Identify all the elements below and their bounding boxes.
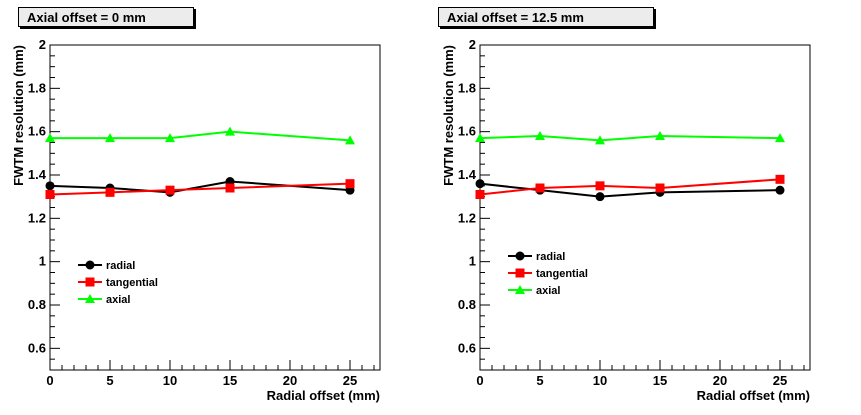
x-tick-label: 10 [163, 373, 177, 388]
x-tick-label: 0 [46, 373, 53, 388]
point-tangential [225, 183, 235, 193]
x-tick-label: 20 [713, 373, 727, 388]
point-axial [475, 133, 485, 143]
legend-label-tangential: tangential [106, 277, 158, 289]
legend-marker-tangential [515, 268, 525, 278]
point-axial [655, 131, 665, 140]
point-axial [165, 133, 175, 143]
point-tangential [45, 190, 55, 199]
chart-left: 0 5 10 15 20 25 0.6 0.8 1 1.2 1.4 1.6 1.8 2 Radial off… [11, 37, 381, 403]
point-tangential [105, 187, 115, 197]
x-axis-label: Radial offset (mm) [267, 388, 380, 403]
legend-label-radial: radial [106, 260, 135, 272]
x-tick-label: 15 [223, 373, 237, 388]
legend-marker-tangential [85, 277, 95, 287]
point-axial [595, 135, 605, 145]
legend-marker-radial [85, 260, 95, 270]
series-axial [45, 126, 355, 145]
y-tick-label: 1 [469, 254, 476, 269]
x-tick-label: 15 [653, 373, 667, 388]
point-tangential [655, 183, 665, 193]
point-axial [345, 135, 355, 145]
y-tick-label: 1.2 [28, 210, 46, 225]
point-axial [105, 133, 115, 143]
x-tick-label: 5 [536, 373, 543, 388]
point-radial [45, 181, 55, 191]
y-tick-label: 1 [39, 254, 46, 269]
y-tick-label: 1.6 [458, 124, 476, 139]
point-axial [225, 126, 235, 136]
x-axis-label: Radial offset (mm) [697, 388, 810, 403]
line-radial [49, 180, 351, 194]
legend: radial tangential axial [508, 251, 588, 297]
x-tick-label: 5 [106, 373, 113, 388]
series-axial [475, 131, 785, 145]
legend-label-axial: axial [106, 294, 130, 306]
plot-frame [479, 44, 811, 371]
y-axis-label: FWTM resolution (mm) [11, 45, 26, 186]
point-radial [775, 185, 785, 195]
y-tick-label: 1.2 [458, 210, 476, 225]
legend-label-tangential: tangential [536, 268, 588, 280]
point-tangential [475, 190, 485, 199]
point-axial [775, 133, 785, 143]
y-tick-label: 0.8 [28, 297, 46, 312]
y-tick-label: 2 [39, 37, 46, 52]
series-tangential [475, 174, 785, 199]
point-tangential [775, 174, 785, 184]
line-tangential [49, 182, 351, 196]
series-tangential [45, 179, 355, 199]
legend-label-radial: radial [536, 251, 565, 263]
point-tangential [165, 185, 175, 195]
point-radial [475, 179, 485, 189]
chart-title-right: Axial offset = 12.5 mm [438, 7, 654, 27]
y-tick-label: 1.6 [28, 124, 46, 139]
y-tick-label: 1.4 [28, 167, 47, 182]
line-tangential [479, 178, 781, 196]
y-tick-label: 0.6 [28, 340, 46, 355]
x-tick-label: 20 [283, 373, 297, 388]
legend-marker-axial [515, 285, 525, 294]
line-axial [479, 134, 781, 142]
y-tick-label: 0.8 [458, 297, 476, 312]
line-axial [50, 130, 351, 142]
y-tick-label: 1.8 [28, 80, 46, 95]
point-tangential [595, 181, 605, 191]
legend-marker-radial [515, 251, 525, 261]
x-tick-label: 0 [476, 373, 483, 388]
point-radial [595, 192, 605, 202]
y-tick-label: 2 [469, 37, 476, 52]
y-tick-label: 0.6 [458, 340, 476, 355]
y-tick-label: 1.4 [458, 167, 477, 182]
point-tangential [535, 183, 545, 193]
y-axis-label: FWTM resolution (mm) [441, 45, 456, 186]
point-axial [45, 133, 55, 143]
point-tangential [345, 179, 355, 189]
x-tick-label: 25 [773, 373, 787, 388]
legend-label-axial: axial [536, 285, 560, 297]
legend-marker-axial [85, 294, 95, 303]
point-axial [535, 131, 545, 140]
x-tick-label: 25 [343, 373, 357, 388]
plot-frame [49, 44, 381, 371]
chart-right: 0 5 10 15 20 25 0.6 0.8 1 1.2 1.4 1.6 1.8 2 Radial off… [441, 37, 811, 403]
legend: radial tangential axial [78, 260, 158, 306]
y-tick-label: 1.8 [458, 80, 476, 95]
x-tick-label: 10 [593, 373, 607, 388]
chart-title-left: Axial offset = 0 mm [18, 7, 194, 27]
